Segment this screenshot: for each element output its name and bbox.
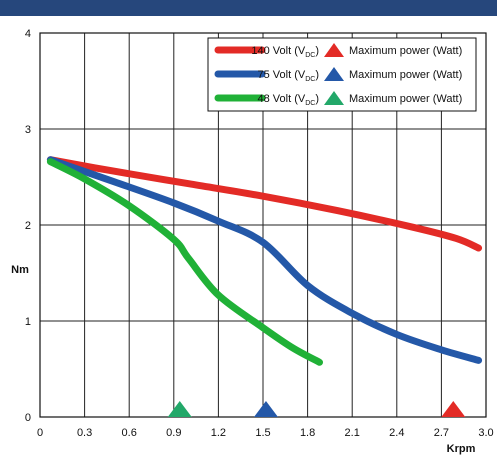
x-tick-label: 2.4: [389, 427, 404, 439]
y-tick-label: 1: [25, 316, 31, 328]
legend-series-label: 140 Volt (VDC): [251, 45, 319, 59]
x-tick-label: 0: [37, 427, 43, 439]
series-line-0: [46, 156, 483, 252]
x-tick-label: 1.2: [211, 427, 226, 439]
series-lines: [46, 156, 483, 366]
legend-marker-label: Maximum power (Watt): [349, 45, 462, 57]
x-tick-labels: 0 0.3 0.6 0.9 1.2 1.5 1.8 2.1 2.4 2.7 3.0: [37, 427, 494, 439]
x-tick-label: 2.7: [434, 427, 449, 439]
x-tick-label: 0.3: [77, 427, 92, 439]
x-tick-label: 2.1: [345, 427, 360, 439]
legend-series-label: 48 Volt (VDC): [258, 93, 320, 107]
legend-marker-icon: [324, 91, 344, 105]
legend-marker-icon: [324, 43, 344, 57]
max-power-marker: [167, 401, 192, 417]
legend-marker-icon: [324, 67, 344, 81]
legend-marker-label: Maximum power (Watt): [349, 69, 462, 81]
max-power-markers: [167, 401, 466, 417]
y-tick-labels: 0 1 2 3 4: [25, 28, 31, 424]
header-bar: [0, 0, 497, 16]
y-tick-label: 4: [25, 28, 31, 40]
x-axis-label: Krpm: [447, 443, 476, 455]
max-power-marker: [253, 401, 278, 417]
legend: 140 Volt (VDC) Maximum power (Watt) 75 Vol…: [207, 37, 477, 112]
legend-series-label: 75 Volt (VDC): [258, 69, 320, 83]
x-tick-label: 0.9: [166, 427, 181, 439]
y-tick-label: 0: [25, 412, 31, 424]
y-tick-label: 3: [25, 124, 31, 136]
x-tick-label: 1.8: [300, 427, 315, 439]
y-tick-label: 2: [25, 220, 31, 232]
series-line-2: [46, 158, 323, 366]
x-tick-label: 3.0: [478, 427, 493, 439]
x-tick-label: 0.6: [122, 427, 137, 439]
legend-marker-label: Maximum power (Watt): [349, 93, 462, 105]
x-tick-label: 1.5: [255, 427, 270, 439]
series-line-1: [46, 156, 483, 364]
max-power-marker: [441, 401, 466, 417]
y-axis-label: Nm: [11, 264, 29, 276]
